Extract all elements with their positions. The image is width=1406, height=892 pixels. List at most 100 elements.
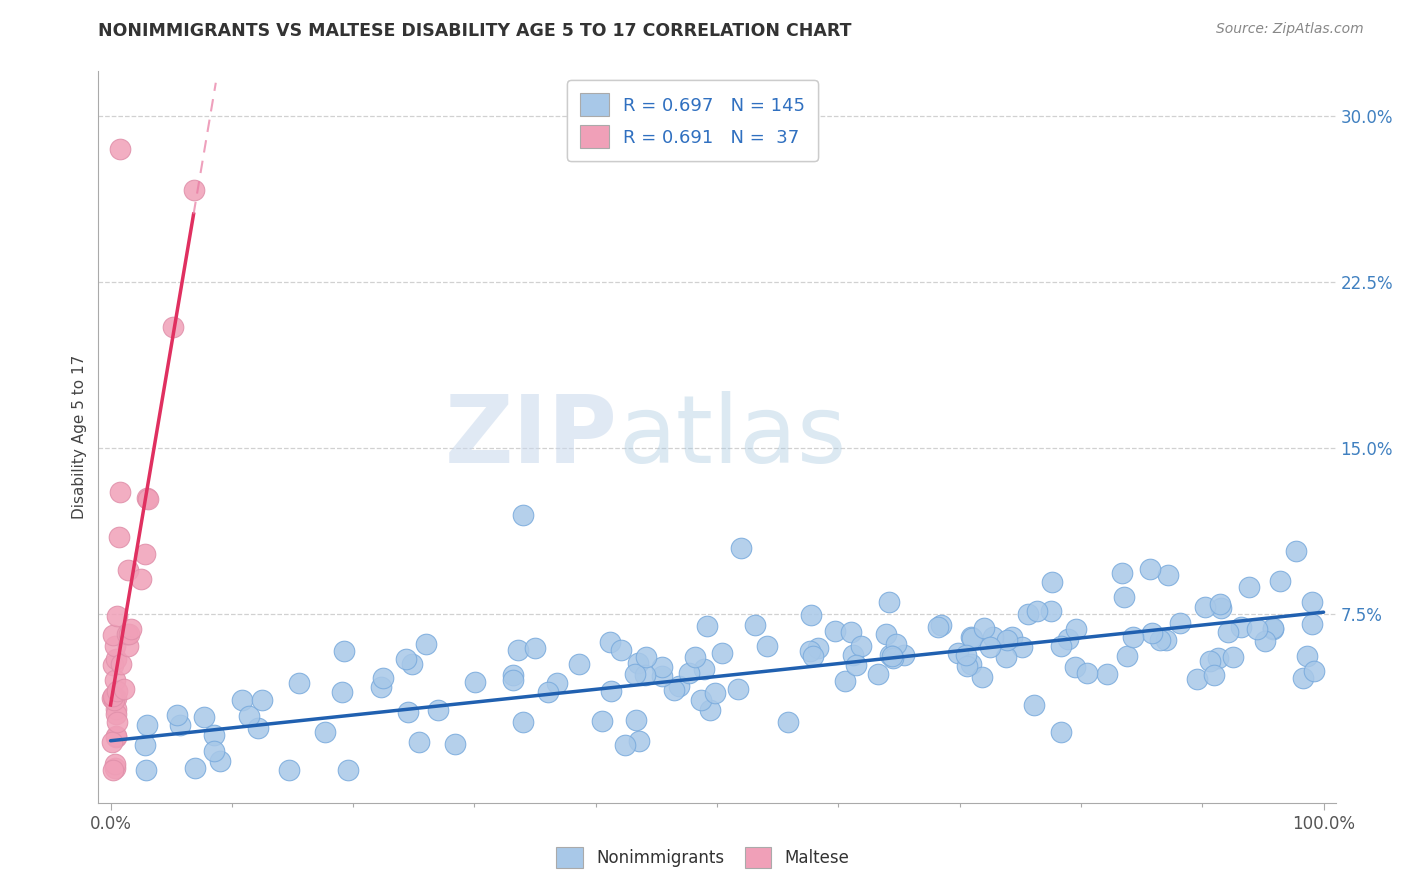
Y-axis label: Disability Age 5 to 17: Disability Age 5 to 17	[72, 355, 87, 519]
Point	[118, 626, 141, 640]
Point	[101, 735, 124, 749]
Point	[110, 142, 132, 156]
Point	[626, 656, 648, 670]
Point	[401, 657, 423, 672]
Point	[502, 673, 524, 687]
Point	[104, 651, 127, 665]
Point	[955, 658, 977, 673]
Point	[683, 649, 706, 664]
Point	[427, 703, 450, 717]
Point	[845, 657, 868, 672]
Point	[1064, 622, 1087, 636]
Point	[1111, 566, 1133, 580]
Point	[104, 702, 127, 716]
Point	[1261, 621, 1284, 635]
Text: NONIMMIGRANTS VS MALTESE DISABILITY AGE 5 TO 17 CORRELATION CHART: NONIMMIGRANTS VS MALTESE DISABILITY AGE …	[98, 22, 852, 40]
Point	[1295, 649, 1317, 664]
Point	[166, 708, 188, 723]
Point	[508, 643, 530, 657]
Point	[1139, 562, 1161, 576]
Point	[1022, 698, 1045, 713]
Point	[1001, 631, 1024, 645]
Point	[512, 508, 534, 522]
Point	[278, 763, 301, 777]
Point	[103, 628, 125, 642]
Point	[135, 491, 157, 505]
Point	[512, 715, 534, 730]
Point	[651, 660, 673, 674]
Point	[668, 679, 690, 693]
Point	[1202, 668, 1225, 682]
Point	[202, 728, 225, 742]
Point	[875, 627, 897, 641]
Point	[651, 669, 673, 683]
Point	[537, 684, 560, 698]
Point	[955, 648, 977, 663]
Point	[333, 644, 356, 658]
Point	[238, 709, 260, 723]
Point	[104, 639, 127, 653]
Point	[120, 622, 142, 636]
Point	[134, 547, 156, 561]
Point	[824, 624, 846, 639]
Point	[927, 620, 949, 634]
Point	[1218, 624, 1240, 639]
Point	[1149, 632, 1171, 647]
Point	[755, 639, 778, 653]
Point	[135, 718, 157, 732]
Point	[502, 668, 524, 682]
Point	[1050, 639, 1073, 653]
Point	[105, 714, 128, 729]
Point	[799, 644, 821, 658]
Point	[699, 703, 721, 717]
Point	[183, 183, 205, 197]
Point	[568, 657, 591, 671]
Point	[1285, 544, 1308, 558]
Point	[1168, 615, 1191, 630]
Point	[415, 637, 437, 651]
Point	[1211, 601, 1233, 615]
Point	[1011, 640, 1033, 654]
Point	[1237, 580, 1260, 594]
Point	[624, 667, 647, 681]
Point	[591, 714, 613, 728]
Point	[841, 648, 863, 662]
Point	[946, 646, 969, 660]
Point	[287, 676, 309, 690]
Point	[1292, 671, 1315, 685]
Point	[994, 650, 1017, 665]
Point	[1199, 654, 1222, 668]
Point	[105, 729, 128, 743]
Point	[1246, 622, 1268, 636]
Point	[1116, 648, 1139, 663]
Point	[396, 705, 419, 719]
Point	[408, 735, 430, 749]
Point	[524, 641, 547, 656]
Point	[879, 595, 901, 609]
Point	[110, 485, 132, 500]
Legend: R = 0.697   N = 145, R = 0.691   N =  37: R = 0.697 N = 145, R = 0.691 N = 37	[567, 80, 818, 161]
Point	[1026, 604, 1049, 618]
Point	[104, 673, 127, 687]
Point	[547, 675, 569, 690]
Point	[600, 683, 623, 698]
Point	[1301, 595, 1323, 609]
Point	[1063, 660, 1085, 674]
Point	[1095, 666, 1118, 681]
Point	[1122, 631, 1144, 645]
Point	[108, 530, 131, 544]
Point	[395, 652, 418, 666]
Point	[1017, 607, 1039, 621]
Point	[1222, 650, 1244, 665]
Point	[246, 721, 269, 735]
Point	[882, 650, 904, 665]
Point	[1050, 725, 1073, 739]
Point	[1040, 604, 1063, 618]
Point	[800, 608, 823, 623]
Point	[250, 693, 273, 707]
Point	[960, 657, 983, 671]
Point	[613, 738, 636, 752]
Point	[1140, 626, 1163, 640]
Point	[1206, 650, 1229, 665]
Point	[960, 630, 983, 644]
